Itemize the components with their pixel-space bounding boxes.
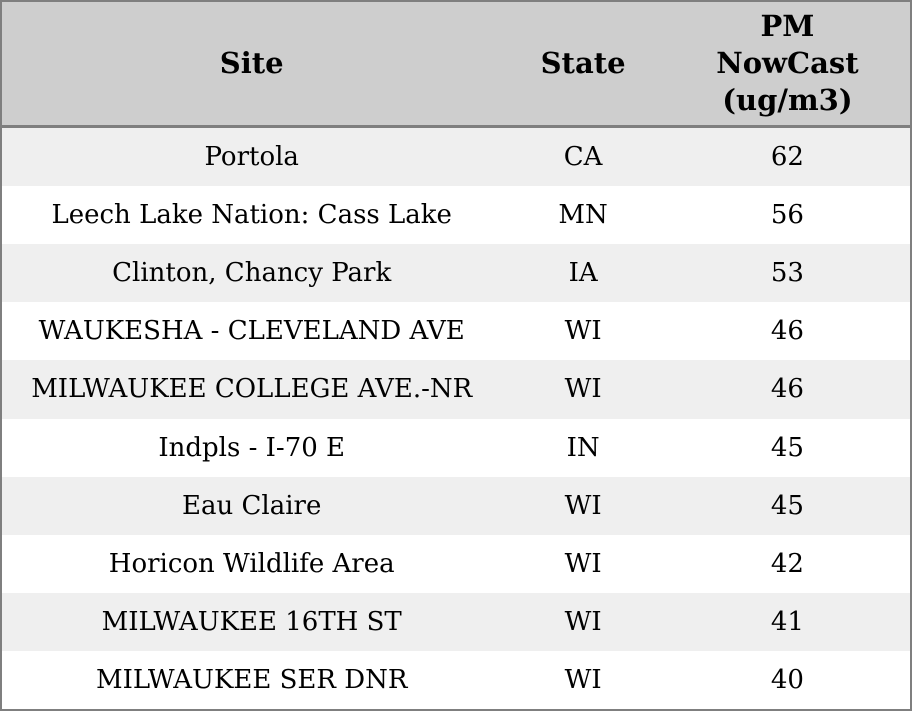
table-row: MILWAUKEE 16TH ST WI 41	[2, 592, 910, 651]
site-cell: Horicon Wildlife Area	[2, 534, 502, 593]
table-header: Site State PM NowCast (ug/m3)	[2, 2, 910, 128]
table-row: Leech Lake Nation: Cass Lake MN 56	[2, 186, 910, 245]
pm-nowcast-cell: 40	[664, 650, 910, 709]
site-cell: MILWAUKEE SER DNR	[2, 650, 502, 709]
pm-nowcast-cell: 41	[664, 592, 910, 651]
state-cell: MN	[501, 186, 665, 245]
header-pm-nowcast: PM NowCast (ug/m3)	[664, 2, 910, 128]
pm-nowcast-cell: 53	[664, 244, 910, 303]
state-cell: CA	[501, 126, 665, 187]
site-cell: MILWAUKEE 16TH ST	[2, 592, 502, 651]
pm-nowcast-cell: 42	[664, 534, 910, 593]
state-cell: WI	[501, 302, 665, 361]
table-row: Eau Claire WI 45	[2, 476, 910, 535]
header-state: State	[501, 2, 665, 128]
table-row: MILWAUKEE SER DNR WI 40	[2, 650, 910, 709]
table-body: Portola CA 62 Leech Lake Nation: Cass La…	[2, 126, 910, 709]
site-cell: Eau Claire	[2, 476, 502, 535]
state-cell: WI	[501, 476, 665, 535]
site-cell: MILWAUKEE COLLEGE AVE.-NR	[2, 360, 502, 419]
state-cell: IA	[501, 244, 665, 303]
table-row: WAUKESHA - CLEVELAND AVE WI 46	[2, 302, 910, 361]
table-row: Portola CA 62	[2, 126, 910, 187]
header-site: Site	[2, 2, 502, 128]
table-row: MILWAUKEE COLLEGE AVE.-NR WI 46	[2, 360, 910, 419]
pm-nowcast-cell: 62	[664, 126, 910, 187]
site-cell: WAUKESHA - CLEVELAND AVE	[2, 302, 502, 361]
site-cell: Indpls - I-70 E	[2, 418, 502, 477]
pm-nowcast-cell: 46	[664, 360, 910, 419]
table-row: Horicon Wildlife Area WI 42	[2, 534, 910, 593]
state-cell: IN	[501, 418, 665, 477]
state-cell: WI	[501, 592, 665, 651]
site-cell: Portola	[2, 126, 502, 187]
site-cell: Clinton, Chancy Park	[2, 244, 502, 303]
table-row: Indpls - I-70 E IN 45	[2, 418, 910, 477]
pm-nowcast-cell: 45	[664, 476, 910, 535]
pm-nowcast-cell: 46	[664, 302, 910, 361]
state-cell: WI	[501, 360, 665, 419]
state-cell: WI	[501, 534, 665, 593]
pm-nowcast-cell: 56	[664, 186, 910, 245]
header-row: Site State PM NowCast (ug/m3)	[2, 2, 910, 128]
table-row: Clinton, Chancy Park IA 53	[2, 244, 910, 303]
pm-nowcast-cell: 45	[664, 418, 910, 477]
state-cell: WI	[501, 650, 665, 709]
site-cell: Leech Lake Nation: Cass Lake	[2, 186, 502, 245]
